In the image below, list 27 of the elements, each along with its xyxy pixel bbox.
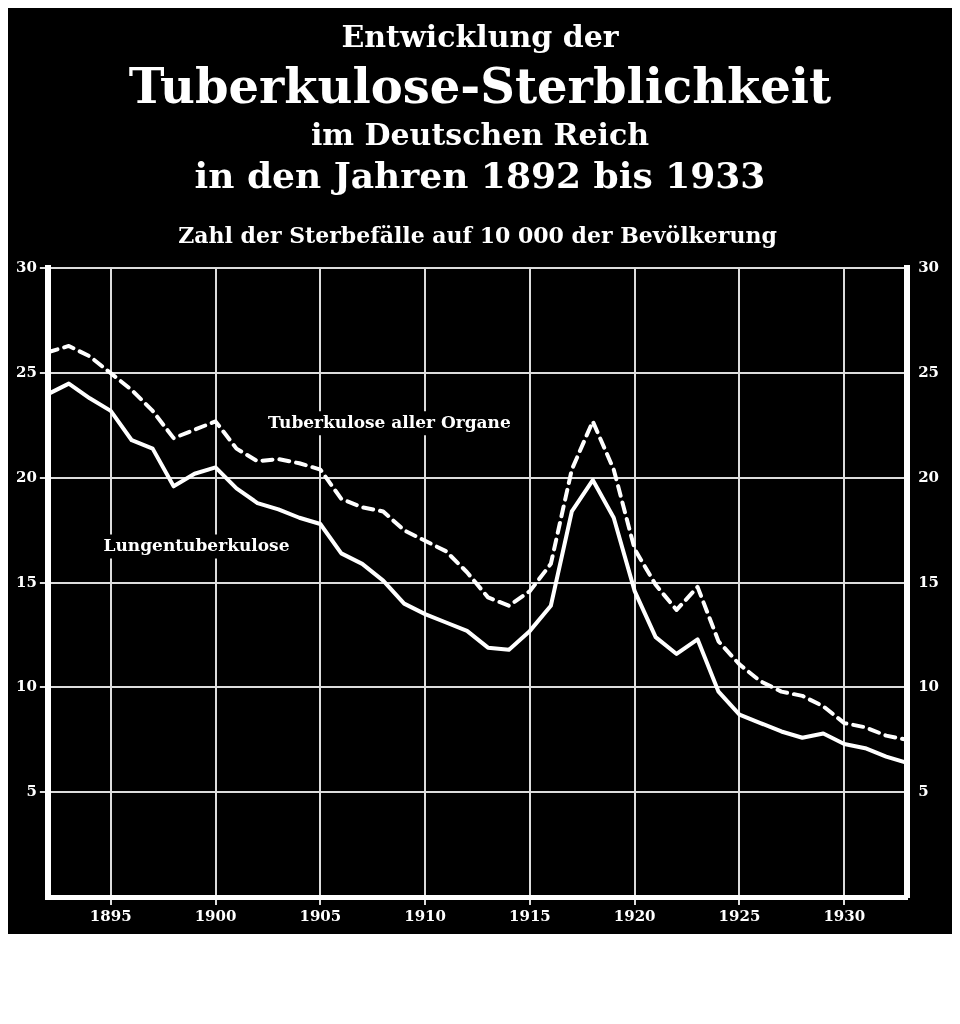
x-tick-label: 1905: [299, 906, 342, 925]
y-tick-label: 5: [26, 782, 37, 801]
x-tick-label: 1920: [613, 906, 656, 925]
x-tick-label: 1910: [404, 906, 446, 925]
y-tick-label: 10: [16, 677, 37, 696]
y-tick-label: 30: [16, 258, 37, 277]
y2-tick-label: 25: [918, 363, 939, 382]
text: Tuberkulose-Sterblichkeit: [128, 57, 832, 114]
text: im Deutschen Reich: [310, 116, 650, 152]
x-tick-label: 1895: [89, 906, 132, 925]
text: in den Jahren 1892 bis 1933: [194, 154, 766, 196]
y2-tick-label: 10: [918, 677, 939, 696]
x-tick-label: 1900: [194, 906, 237, 925]
y-tick-label: 25: [16, 363, 37, 382]
series-label: Lungentuberkulose: [103, 534, 290, 555]
x-tick-label: 1930: [823, 906, 866, 925]
chart-subtitle: Zahl der Sterbefälle auf 10 000 der Bevölkerung: [178, 221, 777, 248]
y2-tick-label: 15: [918, 572, 939, 591]
series-label: Tuberkulose aller Organe: [267, 411, 511, 432]
y-tick-label: 20: [16, 467, 37, 486]
y2-tick-label: 20: [918, 467, 939, 486]
y2-tick-label: 30: [918, 258, 939, 277]
x-tick-label: 1925: [718, 906, 761, 925]
text: Entwicklung der: [341, 19, 619, 54]
y-tick-label: 15: [16, 572, 37, 591]
x-tick-label: 1915: [509, 906, 551, 925]
y2-tick-label: 5: [918, 782, 929, 801]
